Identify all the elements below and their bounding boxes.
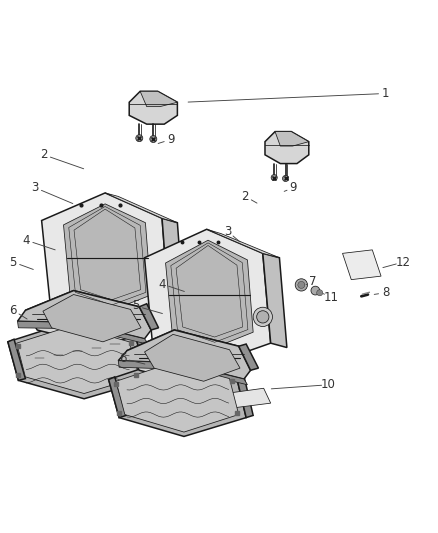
- Polygon shape: [64, 204, 151, 310]
- Polygon shape: [116, 363, 239, 432]
- Polygon shape: [18, 290, 151, 339]
- Text: 2: 2: [40, 148, 48, 161]
- Text: 12: 12: [396, 256, 410, 269]
- Text: 11: 11: [323, 290, 338, 304]
- Text: 6: 6: [9, 304, 17, 317]
- Polygon shape: [137, 337, 154, 381]
- Text: 4: 4: [158, 278, 166, 290]
- Polygon shape: [145, 334, 240, 381]
- Polygon shape: [8, 321, 147, 399]
- Circle shape: [257, 311, 269, 323]
- Text: 4: 4: [22, 233, 30, 247]
- Polygon shape: [343, 250, 381, 280]
- Polygon shape: [42, 193, 169, 326]
- Polygon shape: [207, 229, 279, 258]
- Circle shape: [150, 135, 157, 142]
- Polygon shape: [8, 339, 25, 381]
- Text: 3: 3: [32, 181, 39, 194]
- Polygon shape: [139, 304, 159, 330]
- Text: 9: 9: [167, 133, 175, 146]
- Text: 5: 5: [132, 300, 139, 312]
- Polygon shape: [18, 321, 149, 344]
- Polygon shape: [263, 253, 287, 348]
- Polygon shape: [140, 91, 177, 107]
- Polygon shape: [17, 326, 139, 393]
- Polygon shape: [166, 240, 253, 348]
- Polygon shape: [145, 229, 271, 363]
- Polygon shape: [162, 219, 184, 310]
- Polygon shape: [275, 132, 309, 146]
- Text: 8: 8: [382, 286, 389, 300]
- Circle shape: [271, 174, 277, 181]
- Text: 9: 9: [290, 181, 297, 194]
- Polygon shape: [105, 193, 177, 223]
- Polygon shape: [237, 374, 253, 418]
- Circle shape: [295, 279, 307, 291]
- Text: 7: 7: [309, 276, 317, 288]
- Circle shape: [317, 290, 323, 296]
- Polygon shape: [109, 377, 126, 418]
- Polygon shape: [127, 330, 251, 386]
- Polygon shape: [118, 361, 247, 385]
- Polygon shape: [129, 91, 177, 124]
- Polygon shape: [265, 132, 309, 164]
- Circle shape: [136, 135, 143, 142]
- Text: 10: 10: [321, 378, 336, 391]
- Text: 2: 2: [241, 190, 249, 203]
- Polygon shape: [219, 388, 271, 409]
- Polygon shape: [43, 295, 141, 342]
- Polygon shape: [109, 359, 246, 437]
- Circle shape: [298, 281, 305, 288]
- Text: 1: 1: [381, 87, 389, 100]
- Polygon shape: [25, 290, 151, 346]
- Polygon shape: [239, 344, 258, 370]
- Circle shape: [283, 175, 289, 182]
- Circle shape: [253, 307, 272, 327]
- Text: 5: 5: [10, 256, 17, 269]
- Text: 3: 3: [224, 225, 231, 238]
- Polygon shape: [118, 330, 251, 379]
- Text: 6: 6: [119, 352, 127, 365]
- Circle shape: [311, 286, 320, 295]
